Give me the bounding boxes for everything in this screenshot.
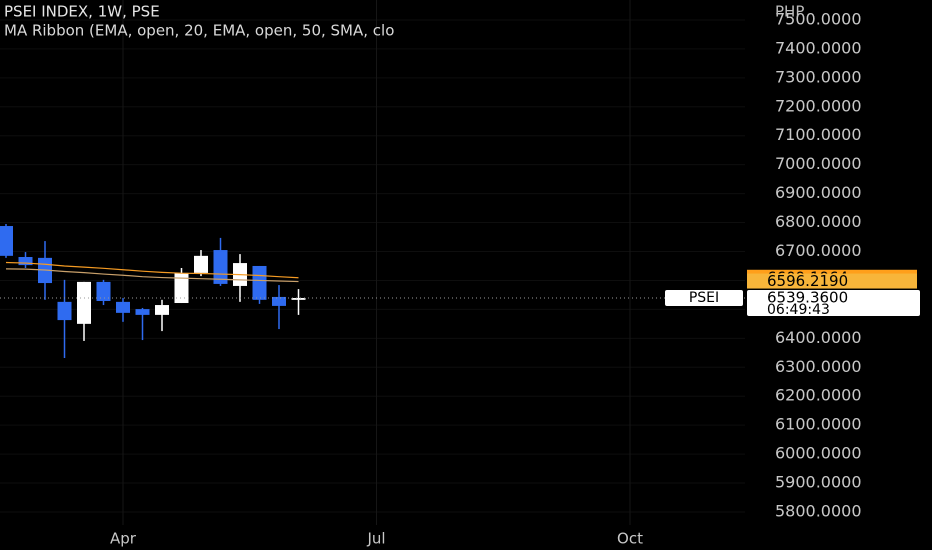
plot-area	[0, 224, 745, 359]
candle-body	[174, 272, 189, 304]
x-tick-label: Jul	[366, 530, 385, 548]
y-tick-label: 7300.0000	[775, 67, 862, 86]
candle-body	[0, 226, 13, 256]
candle-body	[194, 255, 208, 273]
y-tick-label: 6700.0000	[775, 241, 862, 260]
ma-line	[5, 261, 299, 279]
candle-body	[135, 309, 150, 315]
y-tick-label: 6000.0000	[775, 444, 862, 463]
symbol-label: PSEI	[689, 290, 719, 306]
candle-body	[272, 296, 286, 306]
candle-body	[77, 281, 91, 324]
indicator-label: MA Ribbon (EMA, open, 20, EMA, open, 50,…	[4, 22, 394, 40]
last-price-label: 6539.3600	[767, 288, 848, 306]
symbol-box	[665, 289, 743, 306]
last-price-box	[747, 289, 920, 316]
y-tick-label: 6400.0000	[775, 328, 862, 347]
y-tick-label: 6800.0000	[775, 212, 862, 231]
ma-value-box	[747, 273, 917, 289]
candle-body	[96, 281, 111, 301]
candle-body	[18, 257, 33, 266]
y-tick-label: 7100.0000	[775, 125, 862, 144]
ma-value-label: 6596.2190	[767, 272, 848, 290]
y-tick-label: 7200.0000	[775, 96, 862, 115]
y-tick-label: 6200.0000	[775, 386, 862, 405]
candle-body	[116, 301, 130, 313]
x-tick-label: Oct	[617, 530, 643, 548]
y-tick-label: 5800.0000	[775, 501, 862, 520]
axis-unit: PHP	[775, 3, 804, 21]
y-tick-label: 5900.0000	[775, 473, 862, 492]
y-tick-label: 6100.0000	[775, 415, 862, 434]
legend: PSEI INDEX, 1W, PSE MA Ribbon (EMA, open…	[4, 3, 394, 40]
x-tick-label: Apr	[110, 530, 137, 548]
y-tick-label: 6300.0000	[775, 357, 862, 376]
candle-body	[291, 297, 306, 300]
candle-body	[57, 301, 72, 321]
countdown-label: 06:49:43	[767, 302, 830, 318]
ma-line	[5, 268, 299, 283]
y-tick-label: 7400.0000	[775, 38, 862, 57]
y-tick-label: 6900.0000	[775, 183, 862, 202]
candle-body	[213, 250, 228, 284]
y-tick-label: 7000.0000	[775, 154, 862, 173]
candle-body	[252, 265, 267, 300]
chart-title: PSEI INDEX, 1W, PSE	[4, 3, 160, 21]
y-tick-label: 7500.0000	[775, 9, 862, 28]
candle-body	[155, 305, 169, 315]
